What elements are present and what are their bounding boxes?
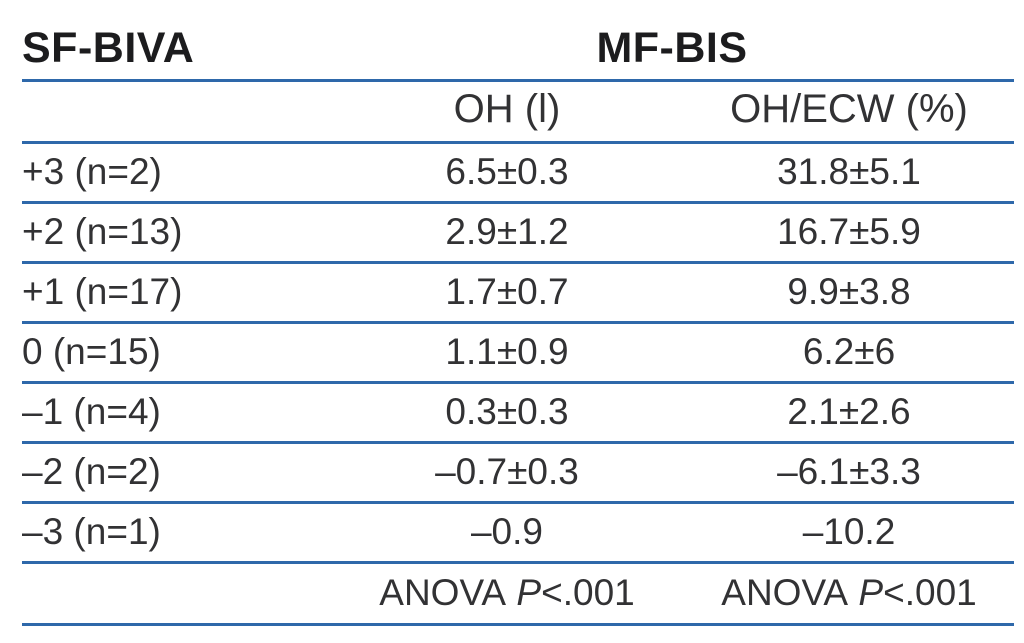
header-row: SF-BIVA MF-BIS: [22, 24, 1014, 82]
anova-ohecw-cell: ANOVA P<.001: [684, 562, 1014, 626]
row-label-cell: –2 (n=2): [22, 442, 330, 504]
table-row: +1 (n=17) 1.7±0.7 9.9±3.8: [22, 262, 1014, 324]
table-row: –1 (n=4) 0.3±0.3 2.1±2.6: [22, 382, 1014, 444]
anova-row: ANOVA P<.001 ANOVA P<.001: [22, 562, 1014, 626]
row-label-cell: +3 (n=2): [22, 142, 330, 204]
row-label-cell: +2 (n=13): [22, 202, 330, 264]
ohecw-value-cell: –6.1±3.3: [684, 442, 1014, 504]
ohecw-value-cell: 2.1±2.6: [684, 382, 1014, 444]
sfbiva-header: SF-BIVA: [22, 24, 330, 82]
p-value: <.001: [541, 571, 635, 613]
table-row: 0 (n=15) 1.1±0.9 6.2±6: [22, 322, 1014, 384]
table-figure: SF-BIVA MF-BIS OH (l) OH/ECW (%) +3 (n=2…: [22, 24, 1014, 626]
oh-value-cell: –0.9: [330, 502, 684, 564]
comparison-table: SF-BIVA MF-BIS OH (l) OH/ECW (%) +3 (n=2…: [22, 24, 1014, 626]
ohecw-value-cell: 9.9±3.8: [684, 262, 1014, 324]
p-symbol: P: [858, 571, 884, 613]
row-label-cell: +1 (n=17): [22, 262, 330, 324]
ohecw-value-cell: 6.2±6: [684, 322, 1014, 384]
oh-value-cell: –0.7±0.3: [330, 442, 684, 504]
anova-label: ANOVA: [721, 571, 849, 613]
anova-empty-cell: [22, 562, 330, 626]
ohecw-value-cell: 31.8±5.1: [684, 142, 1014, 204]
ohecw-column-header: OH/ECW (%): [684, 80, 1014, 144]
subheader-empty-cell: [22, 80, 330, 144]
oh-column-header: OH (l): [330, 80, 684, 144]
ohecw-value-cell: –10.2: [684, 502, 1014, 564]
table-row: +2 (n=13) 2.9±1.2 16.7±5.9: [22, 202, 1014, 264]
p-symbol: P: [516, 571, 542, 613]
row-label-cell: 0 (n=15): [22, 322, 330, 384]
oh-value-cell: 1.7±0.7: [330, 262, 684, 324]
oh-value-cell: 6.5±0.3: [330, 142, 684, 204]
mfbis-group-header: MF-BIS: [330, 24, 1014, 82]
oh-value-cell: 0.3±0.3: [330, 382, 684, 444]
ohecw-value-cell: 16.7±5.9: [684, 202, 1014, 264]
row-label-cell: –3 (n=1): [22, 502, 330, 564]
oh-value-cell: 2.9±1.2: [330, 202, 684, 264]
anova-label: ANOVA: [379, 571, 507, 613]
anova-oh-cell: ANOVA P<.001: [330, 562, 684, 626]
p-value: <.001: [883, 571, 977, 613]
table-row: –2 (n=2) –0.7±0.3 –6.1±3.3: [22, 442, 1014, 504]
table-row: +3 (n=2) 6.5±0.3 31.8±5.1: [22, 142, 1014, 204]
row-label-cell: –1 (n=4): [22, 382, 330, 444]
oh-value-cell: 1.1±0.9: [330, 322, 684, 384]
table-row: –3 (n=1) –0.9 –10.2: [22, 502, 1014, 564]
subheader-row: OH (l) OH/ECW (%): [22, 80, 1014, 144]
